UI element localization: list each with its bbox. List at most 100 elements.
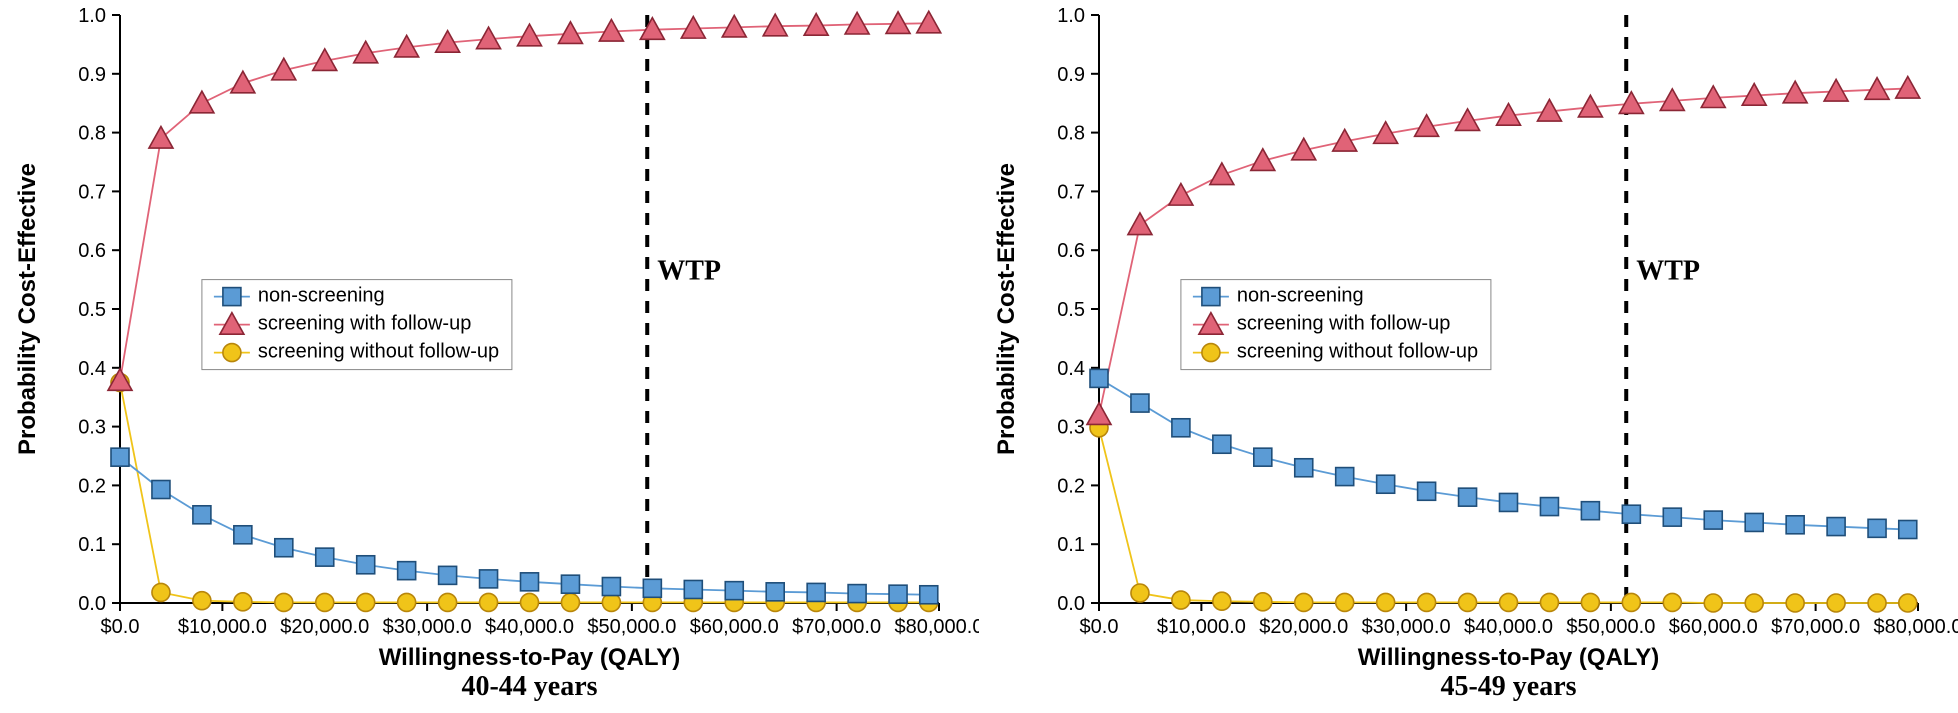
chart-svg: 0.00.10.20.30.40.50.60.70.80.91.0$0.0$10… bbox=[0, 0, 979, 713]
legend-label: non-screening bbox=[1237, 285, 1364, 307]
x-axis-label: Willingness-to-Pay (QALY) bbox=[379, 644, 681, 671]
y-tick-label: 0.6 bbox=[78, 240, 106, 262]
x-tick-label: $0.0 bbox=[1080, 616, 1119, 638]
marker-circle bbox=[275, 593, 293, 611]
x-tick-label: $20,000.0 bbox=[280, 616, 369, 638]
marker-circle bbox=[1254, 593, 1272, 611]
marker-circle bbox=[1581, 593, 1599, 611]
panel-right: 0.00.10.20.30.40.50.60.70.80.91.0$0.0$10… bbox=[979, 0, 1958, 713]
y-tick-label: 0.8 bbox=[1057, 123, 1085, 145]
legend-label: screening without follow-up bbox=[1237, 341, 1478, 363]
marker-square bbox=[357, 556, 375, 574]
x-tick-label: $60,000.0 bbox=[1669, 616, 1758, 638]
marker-circle bbox=[1622, 593, 1640, 611]
panel-subtitle: 45-49 years bbox=[1440, 671, 1576, 702]
marker-square bbox=[889, 585, 907, 603]
marker-square bbox=[684, 580, 702, 598]
y-tick-label: 1.0 bbox=[78, 5, 106, 27]
marker-square bbox=[920, 586, 938, 604]
y-tick-label: 0.5 bbox=[78, 299, 106, 321]
marker-circle bbox=[1745, 594, 1763, 612]
marker-circle bbox=[234, 593, 252, 611]
marker-square bbox=[1377, 475, 1395, 493]
marker-circle bbox=[398, 593, 416, 611]
marker-square bbox=[561, 575, 579, 593]
marker-square bbox=[1827, 518, 1845, 536]
x-tick-label: $80,000.0 bbox=[895, 616, 979, 638]
marker-square bbox=[807, 583, 825, 601]
x-tick-label: $50,000.0 bbox=[1566, 616, 1655, 638]
marker-square bbox=[223, 288, 241, 306]
marker-square bbox=[1202, 288, 1220, 306]
marker-circle bbox=[1827, 594, 1845, 612]
marker-square bbox=[1704, 511, 1722, 529]
legend-label: non-screening bbox=[258, 285, 385, 307]
marker-circle bbox=[1202, 344, 1220, 362]
marker-circle bbox=[1899, 594, 1917, 612]
marker-square bbox=[1172, 419, 1190, 437]
x-axis-label: Willingness-to-Pay (QALY) bbox=[1358, 644, 1660, 671]
chart-container: 0.00.10.20.30.40.50.60.70.80.91.0$0.0$10… bbox=[0, 0, 1958, 713]
y-tick-label: 0.3 bbox=[1057, 417, 1085, 439]
y-tick-label: 0.9 bbox=[1057, 64, 1085, 86]
y-tick-label: 0.9 bbox=[78, 64, 106, 86]
marker-square bbox=[1745, 513, 1763, 531]
marker-circle bbox=[561, 593, 579, 611]
marker-circle bbox=[1663, 593, 1681, 611]
marker-square bbox=[193, 506, 211, 524]
marker-square bbox=[848, 585, 866, 603]
marker-square bbox=[275, 539, 293, 557]
y-tick-label: 0.7 bbox=[78, 181, 106, 203]
marker-circle bbox=[193, 592, 211, 610]
marker-square bbox=[1899, 521, 1917, 539]
marker-circle bbox=[439, 593, 457, 611]
y-tick-label: 0.5 bbox=[1057, 299, 1085, 321]
x-tick-label: $50,000.0 bbox=[587, 616, 676, 638]
y-tick-label: 0.4 bbox=[78, 358, 106, 380]
marker-square bbox=[1336, 468, 1354, 486]
x-tick-label: $0.0 bbox=[101, 616, 140, 638]
x-tick-label: $20,000.0 bbox=[1259, 616, 1348, 638]
x-tick-label: $30,000.0 bbox=[1362, 616, 1451, 638]
legend-label: screening with follow-up bbox=[258, 313, 471, 335]
y-tick-label: 0.4 bbox=[1057, 358, 1085, 380]
legend-label: screening with follow-up bbox=[1237, 313, 1450, 335]
marker-square bbox=[643, 579, 661, 597]
marker-circle bbox=[1786, 594, 1804, 612]
marker-square bbox=[398, 562, 416, 580]
y-tick-label: 0.8 bbox=[78, 123, 106, 145]
x-tick-label: $70,000.0 bbox=[792, 616, 881, 638]
marker-circle bbox=[223, 344, 241, 362]
marker-square bbox=[1418, 482, 1436, 500]
marker-square bbox=[725, 582, 743, 600]
marker-square bbox=[111, 448, 129, 466]
panel-left: 0.00.10.20.30.40.50.60.70.80.91.0$0.0$10… bbox=[0, 0, 979, 713]
y-tick-label: 0.7 bbox=[1057, 181, 1085, 203]
marker-circle bbox=[1377, 593, 1395, 611]
marker-circle bbox=[1336, 593, 1354, 611]
marker-square bbox=[1540, 498, 1558, 516]
marker-square bbox=[521, 573, 539, 591]
marker-square bbox=[1295, 459, 1313, 477]
marker-circle bbox=[1131, 584, 1149, 602]
wtp-label: WTP bbox=[657, 256, 721, 287]
x-tick-label: $40,000.0 bbox=[1464, 616, 1553, 638]
marker-circle bbox=[1459, 593, 1477, 611]
x-tick-label: $40,000.0 bbox=[485, 616, 574, 638]
marker-circle bbox=[1172, 591, 1190, 609]
marker-square bbox=[1213, 435, 1231, 453]
marker-square bbox=[1581, 502, 1599, 520]
x-tick-label: $70,000.0 bbox=[1771, 616, 1860, 638]
y-tick-label: 0.6 bbox=[1057, 240, 1085, 262]
marker-circle bbox=[1295, 593, 1313, 611]
marker-square bbox=[480, 570, 498, 588]
panel-subtitle: 40-44 years bbox=[461, 671, 597, 702]
marker-circle bbox=[1540, 593, 1558, 611]
marker-circle bbox=[1704, 594, 1722, 612]
marker-square bbox=[1622, 505, 1640, 523]
marker-square bbox=[1131, 394, 1149, 412]
marker-square bbox=[1786, 516, 1804, 534]
marker-square bbox=[602, 578, 620, 596]
marker-square bbox=[439, 566, 457, 584]
x-tick-label: $10,000.0 bbox=[1157, 616, 1246, 638]
